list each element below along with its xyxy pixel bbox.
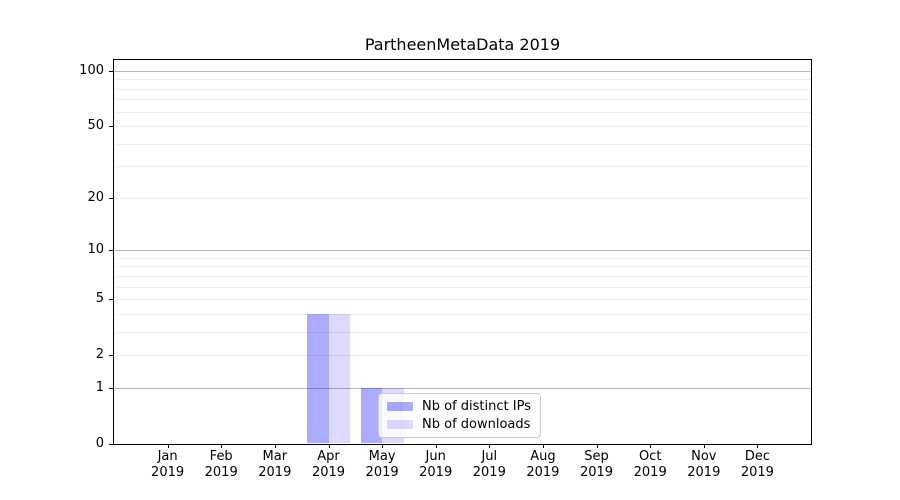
- legend-entry: Nb of downloads: [387, 417, 531, 432]
- x-tick-label: Nov 2019: [674, 449, 734, 481]
- minor-gridline: [114, 313, 811, 315]
- bar-nb-of-downloads-apr: [328, 313, 350, 443]
- x-tick-month: Oct: [638, 449, 662, 464]
- x-tick-year: 2019: [204, 465, 238, 480]
- x-tick-mark: [703, 444, 705, 448]
- x-tick-month: Jul: [481, 449, 498, 464]
- x-tick-year: 2019: [151, 465, 185, 480]
- x-tick-label: Sep 2019: [567, 449, 627, 481]
- x-tick-month: Feb: [209, 449, 233, 464]
- x-tick-year: 2019: [687, 465, 721, 480]
- y-tick-label: 5: [95, 291, 104, 307]
- x-tick-year: 2019: [365, 465, 399, 480]
- minor-gridline: [114, 197, 811, 199]
- y-tick-mark: [109, 250, 113, 251]
- minor-gridline: [114, 257, 811, 259]
- y-tick-label: 10: [87, 242, 104, 257]
- y-tick-label: 2: [95, 347, 104, 363]
- x-tick-label: Mar 2019: [245, 449, 305, 481]
- bar-nb-of-distinct-ips-apr: [307, 313, 329, 443]
- legend: Nb of distinct IPs Nb of downloads: [378, 393, 541, 438]
- x-tick-label: Jul 2019: [459, 449, 519, 481]
- y-tick-mark: [109, 299, 113, 301]
- legend-label: Nb of downloads: [422, 417, 531, 432]
- x-tick-mark: [435, 444, 437, 448]
- x-tick-mark: [274, 444, 276, 448]
- x-tick-label: Apr 2019: [299, 449, 359, 481]
- x-tick-mark: [328, 444, 330, 448]
- x-tick-month: Sep: [584, 449, 609, 464]
- x-tick-label: May 2019: [352, 449, 412, 481]
- x-tick-month: Nov: [691, 449, 717, 464]
- y-tick-mark: [109, 387, 113, 389]
- y-tick-label: 20: [87, 189, 104, 205]
- minor-gridline: [114, 266, 811, 268]
- minor-gridline: [114, 143, 811, 145]
- x-tick-label: Oct 2019: [620, 449, 680, 481]
- y-tick-label: 100: [79, 62, 104, 78]
- x-tick-mark: [542, 444, 544, 448]
- minor-gridline: [114, 355, 811, 357]
- x-tick-mark: [382, 444, 384, 448]
- x-tick-mark: [221, 444, 223, 448]
- minor-gridline: [114, 79, 811, 81]
- legend-swatch-icon: [387, 420, 413, 429]
- legend-swatch-icon: [387, 402, 413, 411]
- x-tick-mark: [757, 444, 759, 448]
- x-tick-year: 2019: [311, 465, 346, 480]
- x-tick-mark: [650, 444, 652, 448]
- x-tick-year: 2019: [526, 465, 560, 480]
- minor-gridline: [114, 275, 811, 277]
- y-tick-mark: [109, 70, 113, 72]
- x-tick-mark: [167, 444, 169, 448]
- x-tick-month: Jan: [157, 449, 178, 464]
- x-tick-year: 2019: [258, 465, 292, 480]
- major-gridline: [114, 70, 811, 72]
- minor-gridline: [114, 126, 811, 127]
- x-tick-year: 2019: [633, 465, 667, 480]
- legend-entry: Nb of distinct IPs: [387, 399, 531, 414]
- x-tick-mark: [489, 444, 491, 448]
- x-tick-label: Aug 2019: [513, 449, 573, 481]
- minor-gridline: [114, 111, 811, 113]
- x-tick-month: Apr: [317, 449, 340, 464]
- bar-nb-of-distinct-ips-may: [360, 387, 383, 443]
- x-tick-month: Jun: [425, 449, 446, 464]
- minor-gridline: [114, 88, 811, 90]
- x-tick-year: 2019: [740, 465, 774, 480]
- legend-label: Nb of distinct IPs: [422, 399, 531, 414]
- x-tick-mark: [596, 444, 598, 448]
- x-tick-label: Jun 2019: [406, 449, 466, 481]
- y-tick-label: 1: [95, 379, 104, 395]
- x-tick-label: Jan 2019: [138, 449, 198, 481]
- x-tick-month: May: [368, 449, 396, 464]
- y-tick-mark: [109, 126, 113, 127]
- x-tick-year: 2019: [419, 465, 453, 480]
- chart-title: PartheenMetaData 2019: [364, 35, 561, 54]
- minor-gridline: [114, 299, 811, 301]
- y-tick-mark: [109, 444, 113, 445]
- y-tick-label: 50: [87, 118, 104, 133]
- minor-gridline: [114, 99, 811, 101]
- x-tick-month: Aug: [530, 449, 556, 464]
- minor-gridline: [114, 286, 811, 288]
- minor-gridline: [114, 166, 811, 168]
- x-tick-label: Feb 2019: [191, 449, 251, 481]
- x-tick-label: Dec 2019: [727, 449, 787, 481]
- x-tick-year: 2019: [472, 465, 506, 480]
- x-tick-month: Mar: [262, 449, 288, 464]
- x-tick-month: Dec: [744, 449, 770, 464]
- y-tick-label: 0: [95, 436, 104, 451]
- x-tick-year: 2019: [579, 465, 614, 480]
- minor-gridline: [114, 331, 811, 333]
- major-gridline: [114, 387, 811, 389]
- y-tick-mark: [109, 355, 113, 357]
- major-gridline: [114, 250, 811, 251]
- y-tick-mark: [109, 197, 113, 199]
